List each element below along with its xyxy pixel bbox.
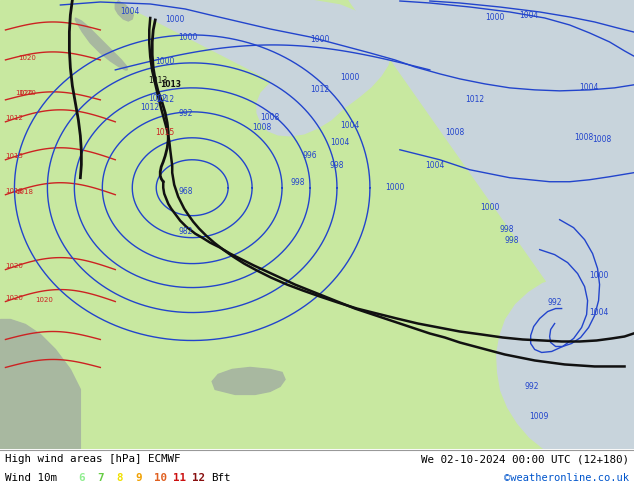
Text: 10: 10 <box>154 473 167 483</box>
Polygon shape <box>200 0 391 123</box>
Polygon shape <box>349 0 633 449</box>
Text: 12: 12 <box>192 473 205 483</box>
Text: 992: 992 <box>525 382 539 392</box>
Text: 11: 11 <box>173 473 186 483</box>
Text: 1018: 1018 <box>15 189 34 195</box>
Text: 1020: 1020 <box>6 263 23 269</box>
Text: 1012: 1012 <box>155 95 174 104</box>
Text: 7: 7 <box>97 473 103 483</box>
Text: 1012: 1012 <box>148 94 167 103</box>
Text: 1004: 1004 <box>120 7 139 16</box>
Polygon shape <box>115 0 347 125</box>
Text: 998: 998 <box>290 178 304 187</box>
Text: 1012: 1012 <box>6 115 23 121</box>
Text: 1000: 1000 <box>178 33 198 42</box>
Text: 1020: 1020 <box>36 296 53 302</box>
Text: We 02-10-2024 00:00 UTC (12+180): We 02-10-2024 00:00 UTC (12+180) <box>421 454 629 465</box>
Text: 6: 6 <box>78 473 84 483</box>
Text: 1000: 1000 <box>165 15 184 24</box>
Text: 1004: 1004 <box>579 83 599 92</box>
Text: 1008: 1008 <box>252 123 271 132</box>
Text: 1018: 1018 <box>6 188 23 194</box>
Text: 1000: 1000 <box>480 203 499 212</box>
Text: 1000: 1000 <box>155 57 174 66</box>
Text: 1000: 1000 <box>340 73 359 82</box>
Text: 1012: 1012 <box>310 85 329 94</box>
Text: 1000: 1000 <box>485 13 504 22</box>
Text: 1008: 1008 <box>574 133 594 142</box>
Text: 1004: 1004 <box>330 138 349 147</box>
Text: 1008: 1008 <box>260 113 280 122</box>
Text: 996: 996 <box>302 151 316 160</box>
Text: 1004: 1004 <box>340 121 359 130</box>
Text: 1004: 1004 <box>425 161 444 170</box>
Polygon shape <box>75 18 127 70</box>
Text: 1015: 1015 <box>6 153 23 159</box>
Text: 1008: 1008 <box>593 135 612 144</box>
Polygon shape <box>175 0 360 136</box>
Text: 1000: 1000 <box>590 270 609 280</box>
Text: 1000: 1000 <box>385 183 404 192</box>
Text: 1015: 1015 <box>155 128 174 137</box>
Polygon shape <box>212 368 285 394</box>
Text: 1013: 1013 <box>148 76 167 85</box>
Text: 1020: 1020 <box>6 294 23 300</box>
Text: 9: 9 <box>135 473 141 483</box>
Text: 998: 998 <box>505 236 519 245</box>
Polygon shape <box>115 1 133 21</box>
Text: 968: 968 <box>178 187 193 196</box>
Text: 992: 992 <box>548 297 562 307</box>
Text: Bft: Bft <box>211 473 231 483</box>
Text: 982: 982 <box>178 227 193 236</box>
Text: 1020: 1020 <box>18 55 36 61</box>
Text: High wind areas [hPa] ECMWF: High wind areas [hPa] ECMWF <box>5 454 181 465</box>
Text: 1004: 1004 <box>520 11 539 20</box>
Text: 998: 998 <box>500 224 514 234</box>
Text: 1012: 1012 <box>465 95 484 104</box>
Text: 1020: 1020 <box>15 90 34 96</box>
Text: 1008: 1008 <box>445 128 464 137</box>
Text: 1012: 1012 <box>140 103 159 112</box>
Polygon shape <box>1 319 81 449</box>
Text: 992: 992 <box>178 109 193 118</box>
Text: 998: 998 <box>330 161 344 170</box>
Text: 1020: 1020 <box>18 90 36 96</box>
Text: 1004: 1004 <box>590 308 609 317</box>
Text: Wind 10m: Wind 10m <box>5 473 57 483</box>
Text: ©weatheronline.co.uk: ©weatheronline.co.uk <box>504 473 629 483</box>
Text: 1000: 1000 <box>310 35 330 44</box>
Text: 8: 8 <box>116 473 122 483</box>
Text: 1009: 1009 <box>529 413 549 421</box>
Text: 1013: 1013 <box>160 80 181 89</box>
